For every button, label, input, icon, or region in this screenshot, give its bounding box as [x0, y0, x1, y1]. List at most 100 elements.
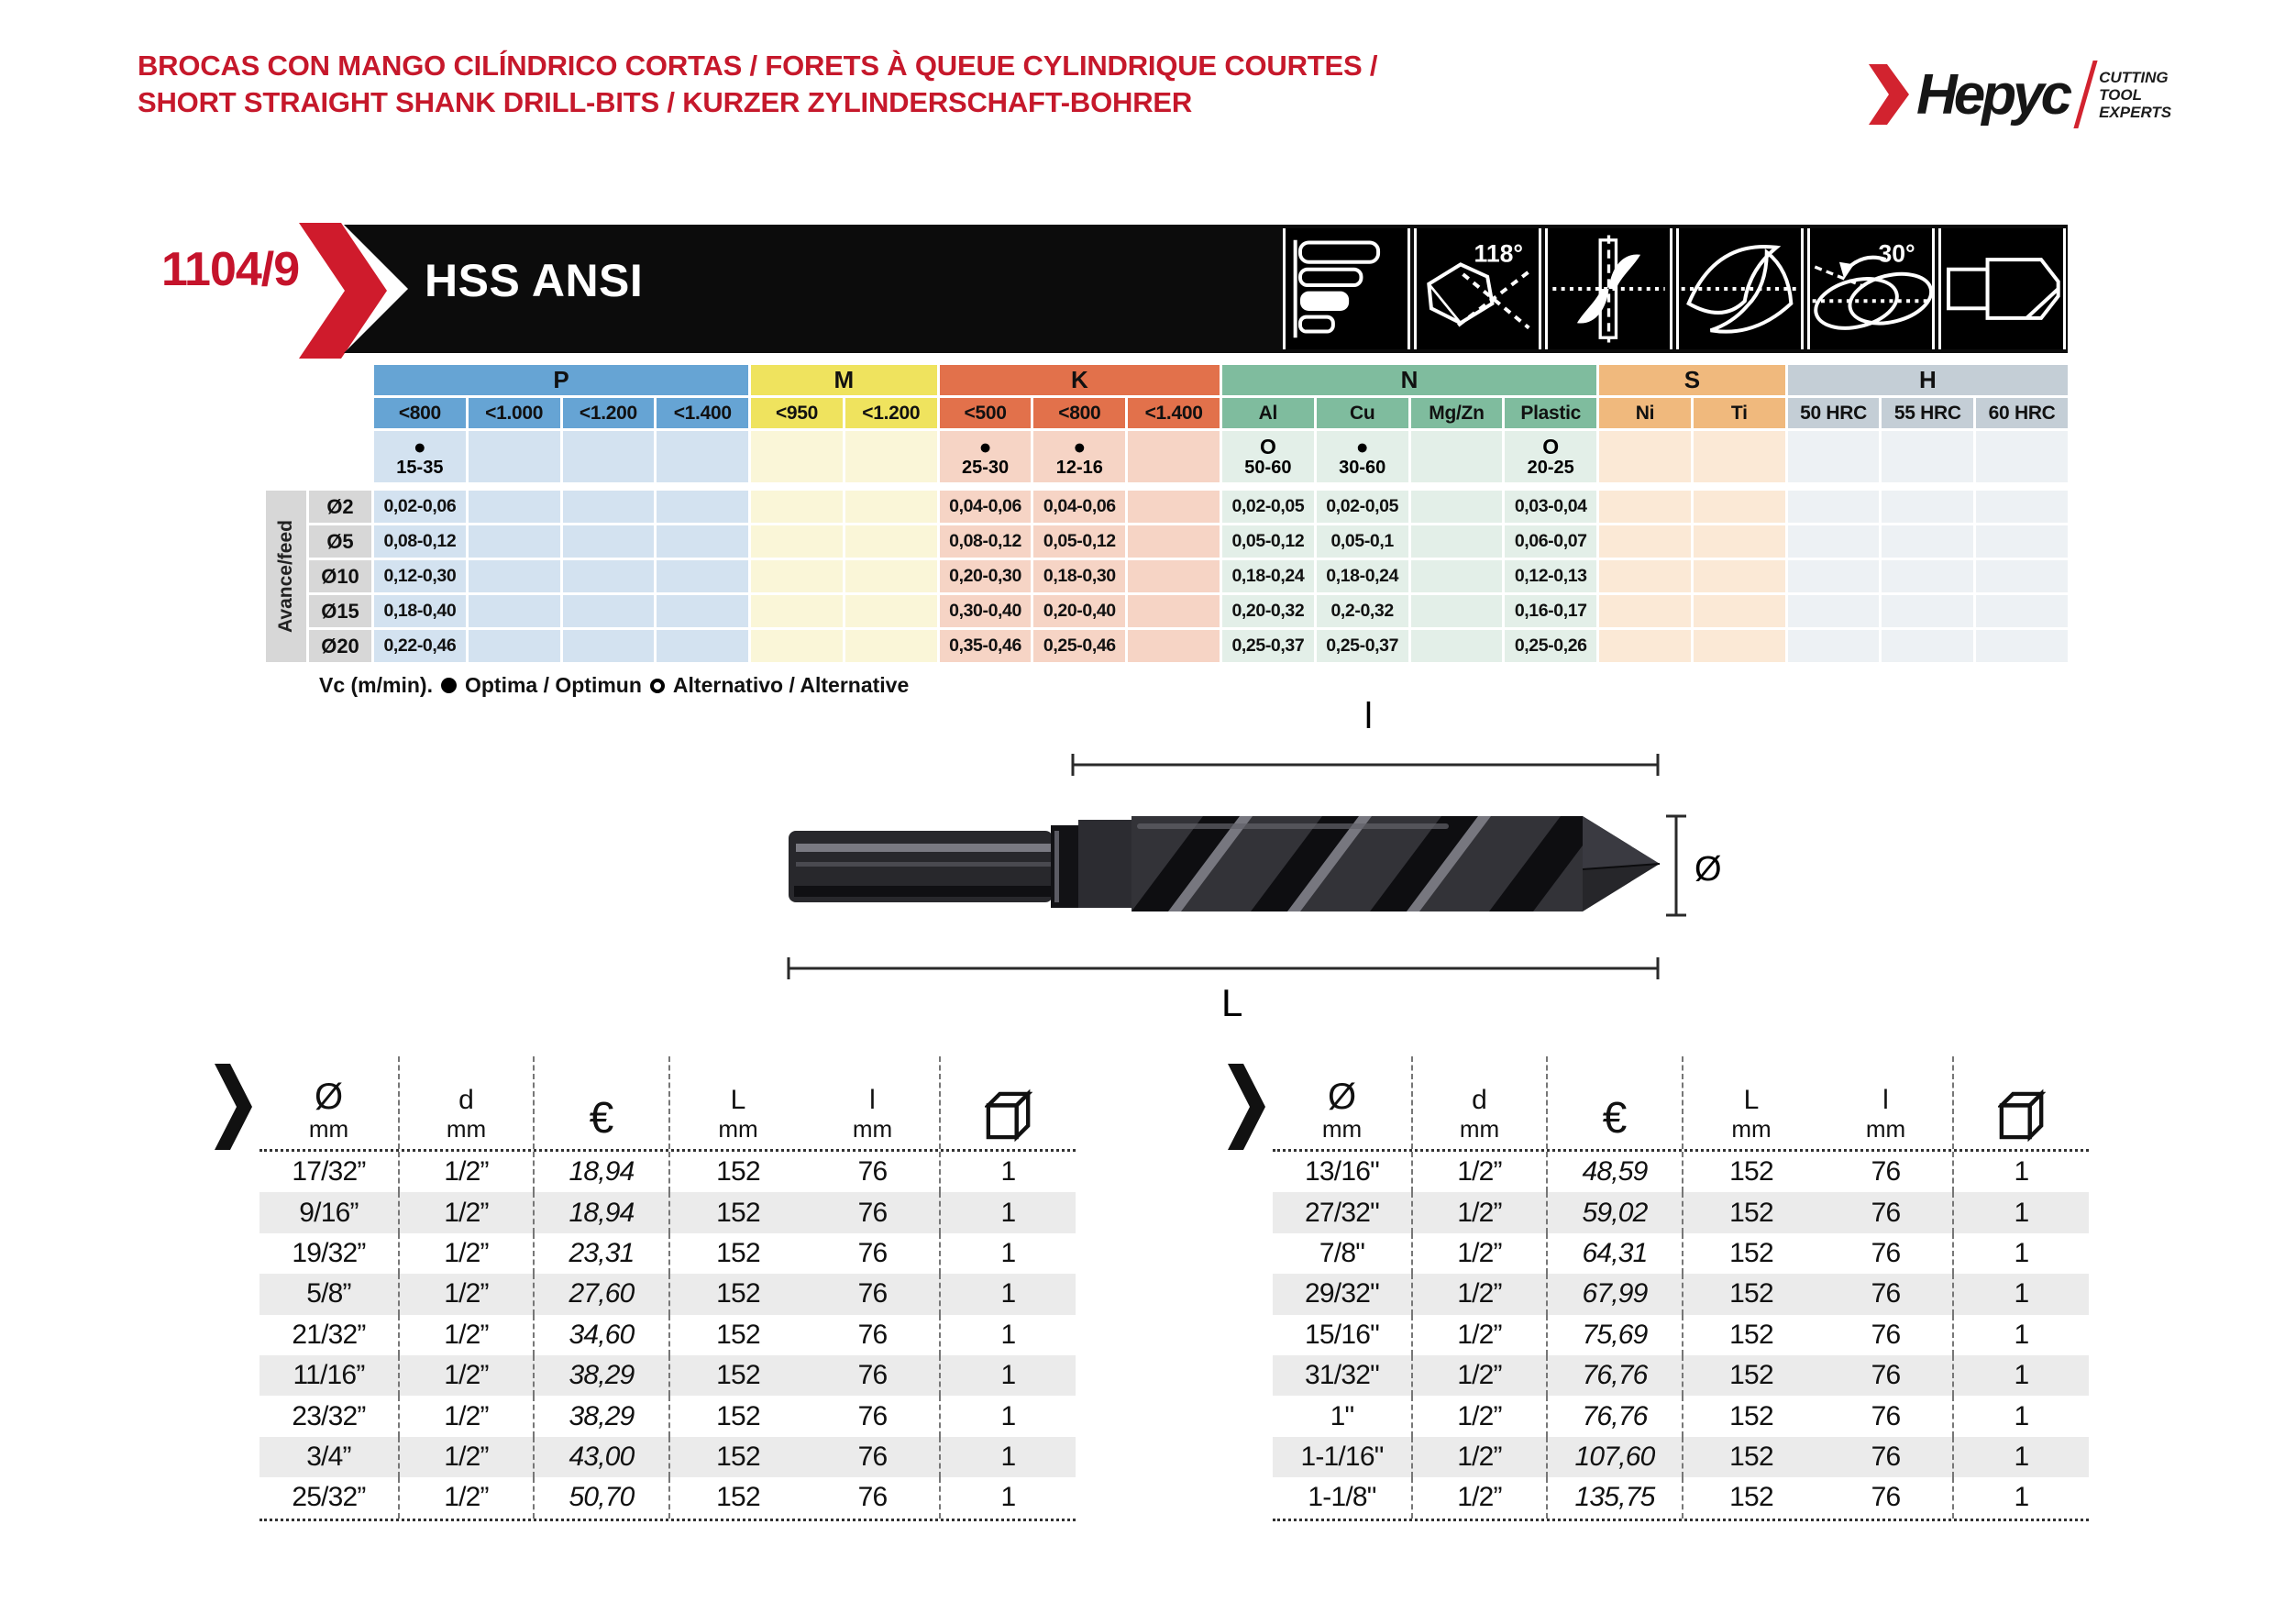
point-angle-118-icon: 118°: [1414, 228, 1541, 349]
optima-dot-icon: [440, 678, 457, 693]
shank-value: 1/2”: [400, 1152, 535, 1193]
total-value: 152: [716, 1482, 760, 1513]
flute-value: 76: [806, 1274, 941, 1315]
total-value: 152: [716, 1360, 760, 1391]
qty-value: 1: [1000, 1319, 1017, 1350]
vc-cell: [1976, 525, 2068, 558]
flute-value: 76: [1819, 1436, 1954, 1478]
vc-cell: 0,25-0,37: [1316, 630, 1408, 662]
qty-value: 1: [2014, 1197, 2030, 1228]
dia-value: 3/4”: [259, 1436, 400, 1478]
unit: mm: [718, 1115, 758, 1143]
product-reference: 1104/9: [161, 243, 300, 296]
vc-cell: [468, 630, 560, 662]
vc-cell: [1693, 525, 1785, 558]
vc-cell: 0,02-0,05: [1316, 491, 1408, 523]
shank-value: 1/2”: [1413, 1314, 1548, 1355]
flute-value: 76: [806, 1354, 941, 1397]
vc-cell: [1599, 491, 1691, 523]
range: 15-35: [396, 458, 444, 478]
vc-cell: [1882, 491, 1974, 523]
flute-value: 76: [806, 1314, 941, 1355]
dia-value: 5/8”: [259, 1274, 400, 1315]
vc-cell: [1787, 595, 1880, 627]
tagline-line: EXPERTS: [2099, 103, 2172, 121]
unit: mm: [1731, 1115, 1772, 1143]
vc-cell: [562, 595, 655, 627]
feed-axis-text: Avance/feed: [275, 520, 296, 633]
vc-cell: [562, 630, 655, 662]
shank-value: 1/2”: [400, 1396, 535, 1437]
price-value: 107,60: [1548, 1436, 1683, 1478]
vc-dot-cell: O 20-25: [1505, 431, 1597, 482]
qty-value: 1: [1000, 1278, 1017, 1309]
total-value: 152: [716, 1197, 760, 1228]
vc-cell: 0,18-0,40: [374, 595, 466, 627]
vc-cell: [468, 491, 560, 523]
flute-value: 76: [1819, 1354, 1954, 1397]
qty-value: 1: [2014, 1482, 2030, 1513]
group-P: P: [374, 365, 749, 395]
vc-dot-cell: [1787, 431, 1880, 482]
vc-cell: [657, 525, 749, 558]
qty-value: 1: [2014, 1360, 2030, 1391]
vc-cell: [657, 630, 749, 662]
total-value: 152: [1729, 1482, 1773, 1513]
box-icon: [1997, 1088, 2046, 1142]
vc-cell: [468, 525, 560, 558]
vc-cell: [562, 491, 655, 523]
vc-subheader: Mg/Zn: [1410, 398, 1503, 428]
col-price: €: [1548, 1056, 1683, 1149]
shank-value: 1/2”: [1413, 1232, 1548, 1275]
vc-cell: 0,12-0,13: [1505, 560, 1597, 592]
unit: mm: [446, 1115, 487, 1143]
total-value: 152: [716, 1156, 760, 1188]
table-row: 7/8" 1/2” 64,31 152 76 1: [1273, 1232, 2089, 1275]
vc-subheader: Al: [1222, 398, 1314, 428]
dia-value: 15/16": [1273, 1314, 1413, 1355]
price-value: 23,31: [535, 1232, 670, 1275]
brand-name: Hepyc: [1916, 62, 2072, 127]
vc-dot-cell: ● 12-16: [1033, 431, 1126, 482]
vc-subheader: Ni: [1599, 398, 1691, 428]
price-value: 76,76: [1548, 1396, 1683, 1437]
vc-dot-cell: [562, 431, 655, 482]
vc-cell: [1787, 560, 1880, 592]
total-value: 152: [716, 1278, 760, 1309]
vc-cell: [1410, 630, 1503, 662]
dia-value: 1": [1273, 1396, 1413, 1437]
vc-cell: [844, 491, 937, 523]
table-row: 1" 1/2” 76,76 152 76 1: [1273, 1396, 2089, 1437]
vc-cell: [562, 525, 655, 558]
vc-cell: 0,04-0,06: [1033, 491, 1126, 523]
vc-cell: [1410, 560, 1503, 592]
logo-slash: [2073, 61, 2098, 128]
shank-value: 1/2”: [1413, 1192, 1548, 1233]
price-value: 135,75: [1548, 1477, 1683, 1519]
unit: mm: [1459, 1115, 1500, 1143]
vc-cell: [1693, 630, 1785, 662]
price-value: 64,31: [1548, 1232, 1683, 1275]
vc-cell: [1787, 630, 1880, 662]
table-row: 17/32” 1/2” 18,94 152 76 1: [259, 1152, 1076, 1193]
col-flute-length: l mm: [1819, 1056, 1954, 1149]
vc-cell: [751, 491, 843, 523]
box-icon: [984, 1088, 1032, 1142]
vc-cell: 0,25-0,26: [1505, 630, 1597, 662]
vc-cell: 0,22-0,46: [374, 630, 466, 662]
qty-value: 1: [2014, 1400, 2030, 1431]
vc-cell: [1599, 630, 1691, 662]
brand-tagline: CUTTING TOOL EXPERTS: [2099, 69, 2171, 121]
vc-cell: 0,25-0,37: [1222, 630, 1314, 662]
row-label: Ø20: [309, 630, 371, 662]
vc-cell: [1128, 525, 1220, 558]
vc-subheader: <1.400: [657, 398, 749, 428]
vc-cell: [562, 560, 655, 592]
total-value: 152: [1729, 1360, 1773, 1391]
shank-value: 1/2”: [1413, 1354, 1548, 1397]
flute-symbol: l: [869, 1085, 876, 1115]
flute-value: 76: [806, 1436, 941, 1478]
table-row: 27/32" 1/2” 59,02 152 76 1: [1273, 1192, 2089, 1233]
vc-cell: [1882, 560, 1974, 592]
